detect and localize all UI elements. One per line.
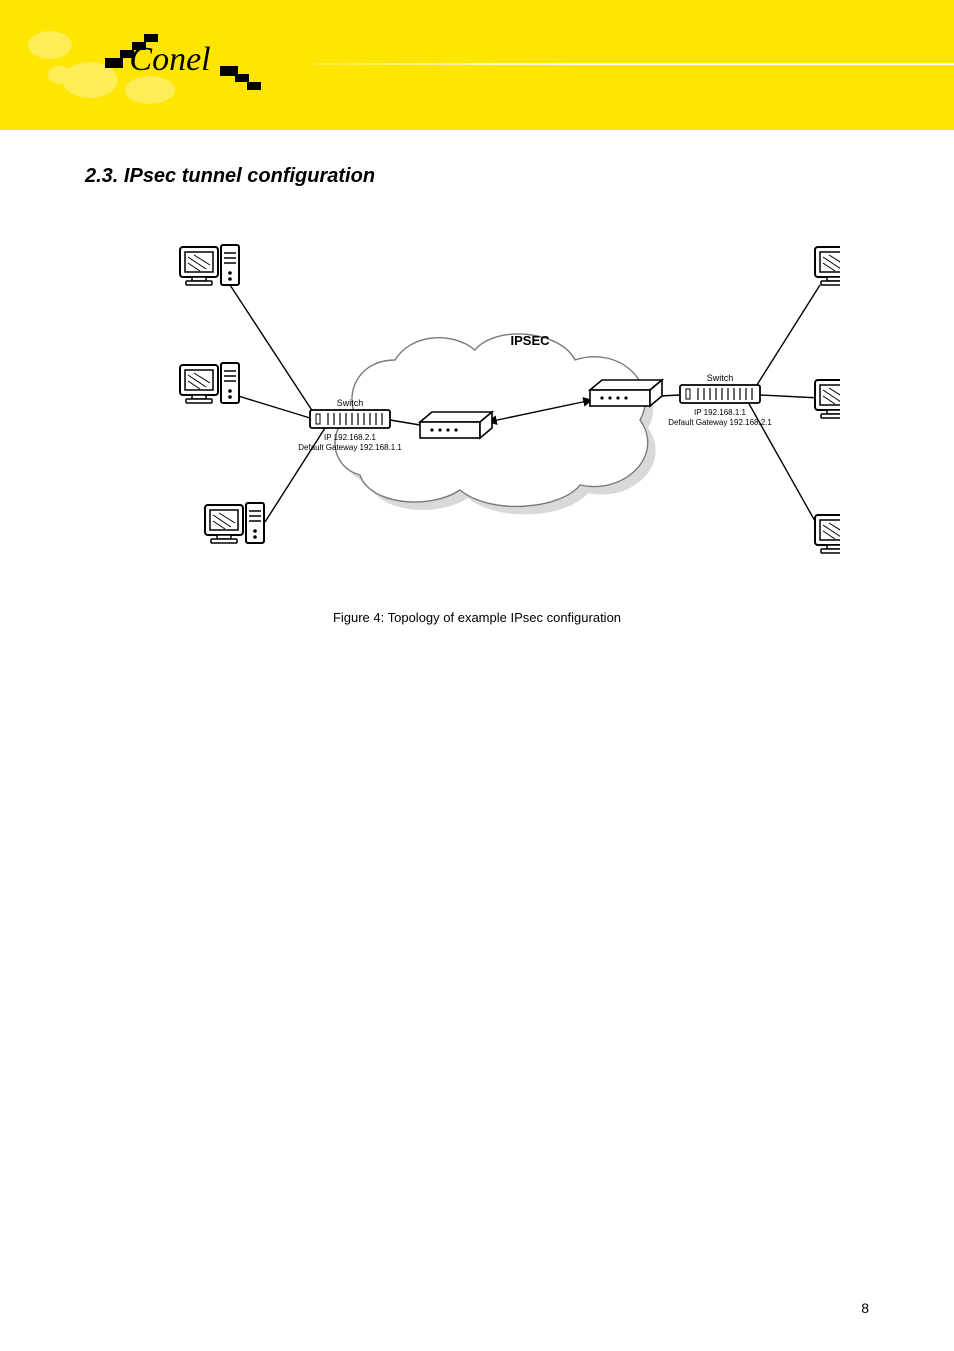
header-divider <box>310 63 954 65</box>
switch-right-ip: IP 192.168.1.1 <box>694 408 746 417</box>
network-diagram: IPSEC Switch IP 192.168.2.1 Default Gate… <box>80 230 840 590</box>
switch-left-ip: IP 192.168.2.1 <box>324 433 376 442</box>
section-heading: 2.3. IPsec tunnel configuration <box>85 165 375 188</box>
page-number: 8 <box>861 1300 869 1316</box>
pc-a2-icon <box>180 363 239 403</box>
pc-a1-icon <box>180 245 239 285</box>
switch-right-icon <box>680 385 760 403</box>
switch-left-icon <box>310 410 390 428</box>
pc-b2-icon <box>815 378 840 418</box>
switch-left-gw: Default Gateway 192.168.1.1 <box>298 443 402 452</box>
cloud-label: IPSEC <box>510 333 550 348</box>
pc-b3-icon <box>815 513 840 553</box>
switch-right-gw: Default Gateway 192.168.2.1 <box>668 418 772 427</box>
figure-caption: Figure 4: Topology of example IPsec conf… <box>0 610 954 625</box>
brand-logo: Conel <box>20 20 270 110</box>
pc-b1-icon <box>815 245 840 285</box>
router-right-icon <box>590 380 662 406</box>
pc-a3-icon <box>205 503 264 543</box>
switch-left-label: Switch <box>337 398 364 408</box>
router-left-icon <box>420 412 492 438</box>
switch-right-label: Switch <box>707 373 734 383</box>
header-band: Conel <box>0 0 954 130</box>
brand-text: Conel <box>129 41 210 78</box>
